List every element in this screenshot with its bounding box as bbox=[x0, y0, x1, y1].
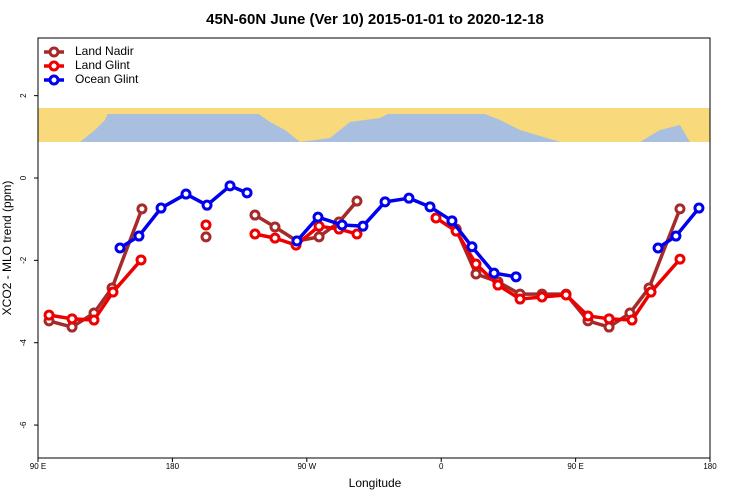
data-point bbox=[43, 309, 55, 321]
data-point bbox=[66, 313, 78, 325]
legend-label: Ocean Glint bbox=[75, 72, 139, 86]
data-point bbox=[107, 286, 119, 298]
data-point bbox=[249, 228, 261, 240]
x-tick-label: 90 E bbox=[567, 462, 583, 471]
plot-frame bbox=[37, 37, 711, 459]
map-band bbox=[38, 108, 710, 142]
data-point bbox=[626, 314, 638, 326]
data-point bbox=[312, 211, 324, 223]
x-tick-label: 90 W bbox=[297, 462, 316, 471]
legend-marker bbox=[48, 46, 60, 58]
data-point bbox=[241, 187, 253, 199]
data-point bbox=[446, 215, 458, 227]
data-point bbox=[269, 232, 281, 244]
data-point bbox=[603, 313, 615, 325]
data-point bbox=[674, 253, 686, 265]
data-point bbox=[424, 201, 436, 213]
data-point bbox=[200, 231, 212, 243]
x-tick-label: 0 bbox=[439, 462, 444, 471]
y-tick-label: -6 bbox=[19, 421, 28, 429]
data-point bbox=[514, 293, 526, 305]
x-tick-label: 90 E bbox=[30, 462, 46, 471]
data-point bbox=[693, 202, 705, 214]
data-point bbox=[652, 242, 664, 254]
data-point bbox=[470, 258, 482, 270]
legend-marker bbox=[48, 74, 60, 86]
data-point bbox=[357, 220, 369, 232]
data-point bbox=[201, 199, 213, 211]
legend-marker bbox=[48, 60, 60, 72]
data-point bbox=[313, 231, 325, 243]
x-tick-label: 180 bbox=[703, 462, 717, 471]
data-point bbox=[114, 242, 126, 254]
data-point bbox=[249, 209, 261, 221]
y-tick-label: 0 bbox=[19, 175, 28, 180]
data-point bbox=[670, 230, 682, 242]
data-point bbox=[224, 180, 236, 192]
data-point bbox=[291, 235, 303, 247]
data-point bbox=[351, 228, 363, 240]
data-point bbox=[403, 192, 415, 204]
data-point bbox=[492, 279, 504, 291]
y-axis-label: XCO2 - MLO trend (ppm) bbox=[0, 181, 14, 316]
data-point bbox=[200, 219, 212, 231]
data-point bbox=[351, 195, 363, 207]
data-point bbox=[510, 271, 522, 283]
data-point bbox=[180, 188, 192, 200]
data-point bbox=[136, 203, 148, 215]
data-point bbox=[155, 202, 167, 214]
data-point bbox=[430, 212, 442, 224]
data-point bbox=[313, 220, 325, 232]
x-axis-label: Longitude bbox=[349, 476, 402, 490]
data-point bbox=[135, 254, 147, 266]
data-point bbox=[466, 241, 478, 253]
data-point bbox=[560, 289, 572, 301]
data-point bbox=[470, 268, 482, 280]
legend-label: Land Glint bbox=[75, 58, 130, 72]
data-point bbox=[674, 203, 686, 215]
series-line bbox=[48, 216, 682, 322]
data-point bbox=[488, 267, 500, 279]
data-point bbox=[88, 314, 100, 326]
data-point bbox=[582, 310, 594, 322]
x-tick-label: 180 bbox=[166, 462, 180, 471]
y-tick-label: 2 bbox=[19, 93, 28, 98]
data-point bbox=[336, 219, 348, 231]
data-point bbox=[269, 221, 281, 233]
y-tick-label: -4 bbox=[19, 339, 28, 347]
data-point bbox=[536, 291, 548, 303]
y-tick-label: -2 bbox=[19, 256, 28, 264]
data-point bbox=[379, 196, 391, 208]
legend-label: Land Nadir bbox=[75, 44, 134, 58]
chart-title: 45N-60N June (Ver 10) 2015-01-01 to 2020… bbox=[206, 11, 544, 28]
data-point bbox=[645, 286, 657, 298]
data-point bbox=[133, 230, 145, 242]
